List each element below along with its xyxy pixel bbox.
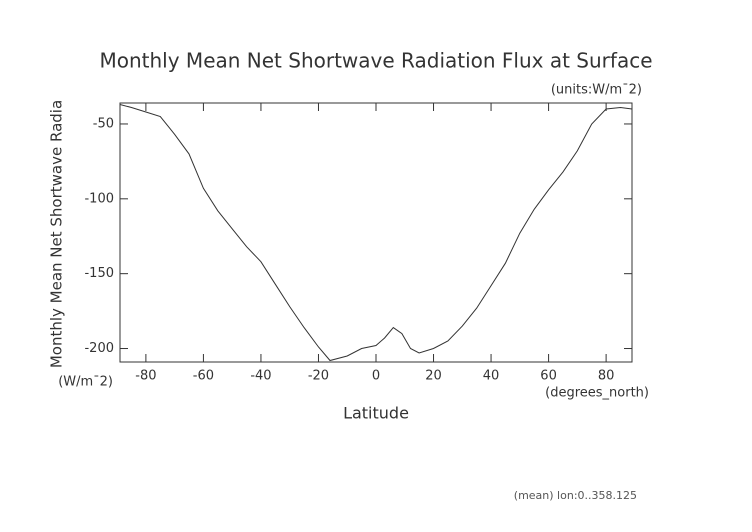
x-tick-label: 80 <box>598 369 615 384</box>
x-tick-label: 20 <box>425 369 442 384</box>
x-tick-label: -20 <box>308 369 329 384</box>
chart-subtitle: (units:W/m¯2) <box>551 83 642 98</box>
x-tick-label: -40 <box>250 369 271 384</box>
x-tick-label: -80 <box>135 369 156 384</box>
y-tick-label: -100 <box>84 191 114 206</box>
y-tick-label: -150 <box>84 266 114 281</box>
x-axis-label: Latitude <box>343 404 409 423</box>
x-axis-units: (degrees_north) <box>545 386 649 401</box>
x-tick-label: 40 <box>483 369 500 384</box>
x-tick-label: -60 <box>193 369 214 384</box>
x-tick-label: 0 <box>372 369 380 384</box>
chart-title: Monthly Mean Net Shortwave Radiation Flu… <box>100 49 653 73</box>
x-tick-label: 60 <box>540 369 557 384</box>
annotation: (mean) lon:0..358.125 <box>514 489 637 502</box>
line-series <box>119 104 633 362</box>
y-axis-label: Monthly Mean Net Shortwave Radia <box>48 100 66 368</box>
plot-frame <box>119 102 633 363</box>
y-axis-units: (W/m¯2) <box>58 375 113 390</box>
y-tick-label: -50 <box>93 116 114 131</box>
y-tick-label: -200 <box>84 341 114 356</box>
